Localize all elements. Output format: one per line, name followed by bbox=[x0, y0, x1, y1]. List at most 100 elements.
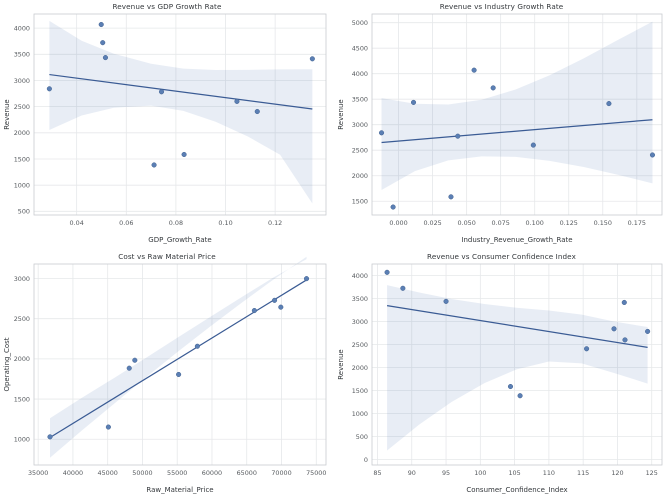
x-tick-label: 90 bbox=[408, 469, 416, 477]
gridlines bbox=[34, 14, 326, 215]
subplot-title: Revenue vs Industry Growth Rate bbox=[439, 2, 564, 11]
data-point bbox=[530, 142, 536, 148]
y-tick-label: 5000 bbox=[352, 19, 368, 27]
x-tick-label: 0.12 bbox=[268, 219, 282, 227]
scatter-plot-1: 0.000 0.025 0.050 0.075 0.100 0.125 0.150 0.175… bbox=[337, 13, 663, 244]
data-points bbox=[46, 21, 315, 168]
data-point bbox=[471, 67, 477, 73]
subplot-revenue-vs-gdp-growth-rate: Revenue vs GDP Growth Rate 0.04 0.06 0.08 0… bbox=[0, 0, 334, 250]
x-axis-label: Raw_Material_Price bbox=[146, 486, 213, 494]
data-point bbox=[254, 108, 260, 115]
y-tick-label: 2500 bbox=[352, 147, 368, 155]
data-point bbox=[303, 276, 310, 282]
gridlines bbox=[372, 14, 662, 215]
data-points bbox=[47, 276, 310, 440]
x-tick-label: 60000 bbox=[202, 469, 222, 477]
x-axis-label: Consumer_Confidence_Index bbox=[466, 486, 567, 494]
x-tick-label: 0.100 bbox=[526, 219, 544, 227]
y-tick-labels: 1000 1500 2000 2500 3000 bbox=[14, 275, 30, 444]
confidence-band bbox=[49, 20, 313, 204]
data-point bbox=[611, 326, 617, 332]
data-point bbox=[151, 162, 157, 168]
data-point bbox=[158, 89, 165, 95]
x-tick-label: 95 bbox=[442, 469, 450, 477]
x-tick-label: 0.075 bbox=[492, 219, 510, 227]
data-point bbox=[100, 40, 106, 46]
x-tick-label: 0.050 bbox=[457, 219, 475, 227]
y-tick-label: 3500 bbox=[352, 95, 368, 103]
y-tick-labels: 500 1000 1500 2000 2500 3000 3500 4000 bbox=[14, 24, 30, 215]
regression-line bbox=[49, 73, 313, 110]
data-point bbox=[410, 99, 417, 105]
y-tick-label: 3000 bbox=[14, 77, 30, 85]
data-point bbox=[400, 285, 406, 291]
x-tick-label: 65000 bbox=[237, 469, 257, 477]
x-tick-label: 50000 bbox=[132, 469, 152, 477]
data-points bbox=[378, 67, 656, 210]
x-tick-labels: 35000 40000 45000 50000 55000 60000 65000 70000… bbox=[28, 469, 326, 477]
x-tick-label: 70000 bbox=[271, 469, 291, 477]
y-tick-label: 1500 bbox=[14, 155, 30, 163]
x-tick-label: 110 bbox=[543, 469, 555, 477]
data-point bbox=[234, 98, 240, 104]
y-tick-label: 3000 bbox=[352, 318, 368, 326]
y-tick-label: 2000 bbox=[14, 129, 30, 137]
x-tick-label: 0.08 bbox=[169, 219, 183, 227]
subplot-revenue-vs-industry-growth-rate: Revenue vs Industry Growth Rate 0.000 0.0… bbox=[334, 0, 669, 250]
scatter-plot-0: 0.04 0.06 0.08 0.10 0.12 500 1000 1500 2000 2500 3… bbox=[3, 13, 327, 244]
confidence-band bbox=[387, 285, 648, 451]
scatter-plot-2: 35000 40000 45000 50000 55000 60000 65000 70000… bbox=[3, 256, 327, 494]
regression-line bbox=[381, 119, 653, 144]
gridlines bbox=[34, 264, 326, 465]
data-point bbox=[272, 297, 278, 303]
y-tick-label: 4000 bbox=[352, 272, 368, 280]
data-point bbox=[251, 308, 257, 314]
x-tick-labels: 85 90 95 100 105 110 115 120 125 bbox=[373, 469, 657, 477]
x-tick-label: 125 bbox=[646, 469, 658, 477]
y-tick-label: 1500 bbox=[352, 387, 368, 395]
y-tick-label: 3000 bbox=[352, 121, 368, 129]
data-point bbox=[181, 151, 187, 158]
axes-frame bbox=[371, 263, 663, 466]
y-tick-label: 2000 bbox=[352, 172, 368, 180]
y-tick-label: 0 bbox=[364, 456, 368, 464]
x-tick-labels: 0.04 0.06 0.08 0.10 0.12 bbox=[70, 219, 283, 227]
subplot-title: Revenue vs Consumer Confidence Index bbox=[427, 252, 576, 261]
y-tick-label: 1500 bbox=[352, 198, 368, 206]
y-axis-label: Revenue bbox=[3, 99, 11, 130]
y-tick-label: 2000 bbox=[14, 355, 30, 363]
x-tick-label: 0.000 bbox=[389, 219, 407, 227]
regression-line bbox=[386, 305, 648, 349]
x-tick-label: 85 bbox=[373, 469, 381, 477]
confidence-band bbox=[49, 256, 307, 458]
data-point bbox=[490, 85, 496, 91]
subplot-title: Revenue vs GDP Growth Rate bbox=[112, 2, 222, 11]
data-point bbox=[622, 337, 628, 343]
data-point bbox=[47, 434, 53, 440]
gridlines bbox=[372, 264, 662, 465]
axes-frame bbox=[33, 263, 327, 466]
y-tick-label: 2500 bbox=[14, 315, 30, 323]
x-tick-label: 0.125 bbox=[560, 219, 578, 227]
data-point bbox=[132, 357, 138, 363]
data-point bbox=[390, 204, 396, 210]
y-tick-label: 3000 bbox=[14, 275, 30, 283]
axes-frame bbox=[33, 13, 327, 216]
x-tick-label: 0.025 bbox=[423, 219, 441, 227]
data-point bbox=[448, 194, 454, 200]
data-point bbox=[98, 21, 104, 28]
x-tick-label: 55000 bbox=[167, 469, 187, 477]
x-tick-label: 0.04 bbox=[70, 219, 84, 227]
x-tick-label: 105 bbox=[508, 469, 520, 477]
y-tick-label: 4500 bbox=[352, 44, 368, 52]
data-point bbox=[455, 133, 461, 139]
subplot-cost-vs-raw-material-price: Cost vs Raw Material Price 35000 40000 450… bbox=[0, 250, 334, 500]
data-point bbox=[105, 424, 111, 430]
data-point bbox=[507, 383, 514, 390]
data-point bbox=[517, 393, 523, 399]
x-tick-label: 40000 bbox=[63, 469, 83, 477]
data-point bbox=[126, 365, 132, 371]
y-axis-label: Revenue bbox=[337, 99, 345, 130]
y-tick-label: 4000 bbox=[352, 70, 368, 78]
